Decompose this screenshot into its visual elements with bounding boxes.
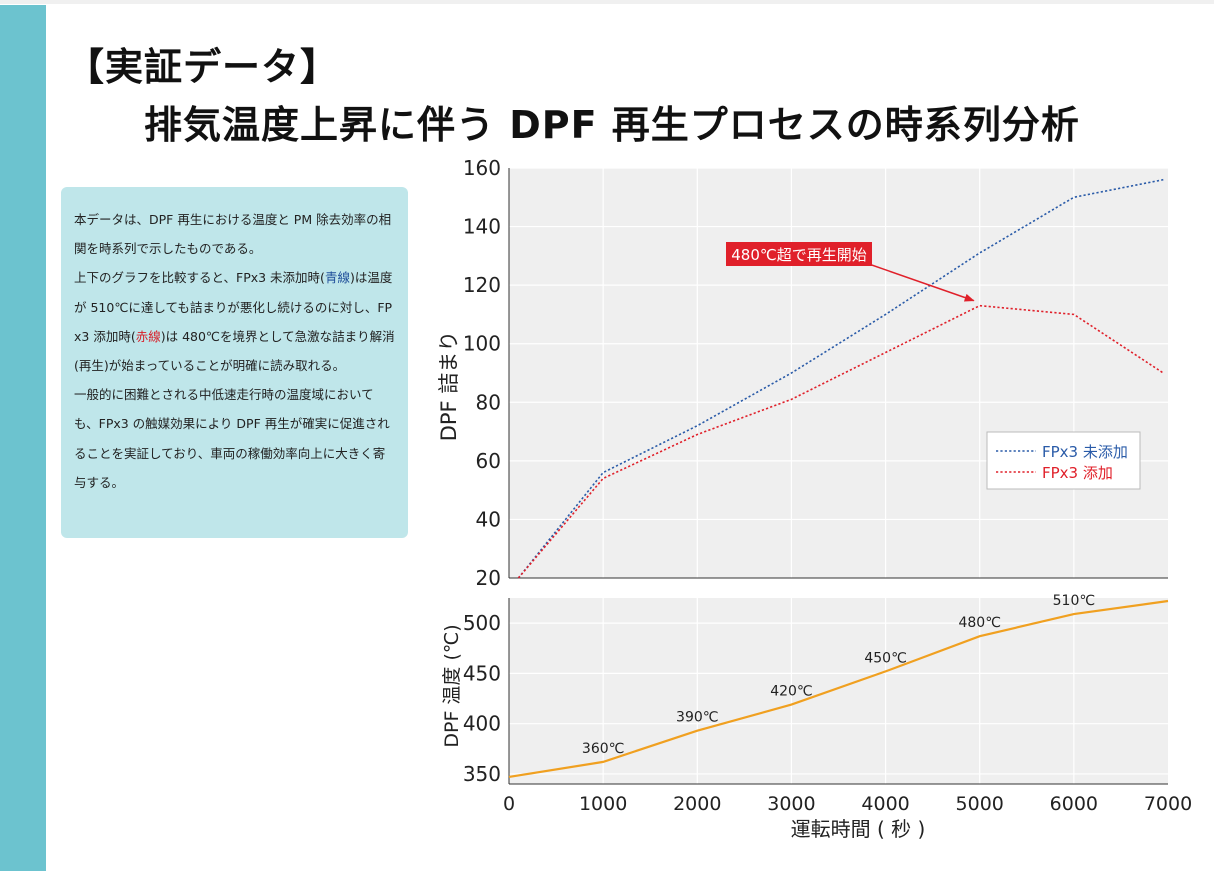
temperature-y-tick-label: 400 bbox=[463, 712, 501, 736]
temperature-plot-area bbox=[509, 598, 1168, 784]
accent-bar bbox=[0, 5, 46, 871]
clogging-y-tick-label: 20 bbox=[476, 566, 501, 590]
clogging-y-tick-label: 120 bbox=[463, 273, 501, 297]
x-tick-label: 3000 bbox=[767, 793, 815, 815]
x-tick-label: 0 bbox=[503, 793, 515, 815]
clogging-y-tick-label: 100 bbox=[463, 332, 501, 356]
clogging-plot-area bbox=[509, 168, 1168, 578]
description-p3: 一般的に困難とされる中低速走行時の温度域においても、FPx3 の触媒効果により … bbox=[74, 387, 390, 490]
description-red-line: 赤線 bbox=[135, 328, 161, 344]
x-tick-label: 2000 bbox=[673, 793, 721, 815]
clogging-y-tick-label: 80 bbox=[476, 390, 501, 414]
description-p2c: )は 480℃を境界として急激な詰まり解消(再生)が始まっていることが明確に読み… bbox=[74, 328, 395, 374]
x-tick-label: 4000 bbox=[861, 793, 909, 815]
legend-box bbox=[986, 431, 1141, 490]
page-title: 排気温度上昇に伴う DPF 再生プロセスの時系列分析 bbox=[144, 103, 1080, 147]
temperature-y-tick-label: 350 bbox=[463, 762, 501, 786]
temperature-y-tick-label: 450 bbox=[463, 661, 501, 685]
clogging-y-axis-label: DPF 詰まり bbox=[437, 331, 461, 442]
legend: FPx3 未添加 FPx3 添加 bbox=[986, 431, 1141, 490]
description-box: 本データは、DPF 再生における温度と PM 除去効率の相関を時系列で示したもの… bbox=[61, 187, 408, 538]
description-p1: 本データは、DPF 再生における温度と PM 除去効率の相関を時系列で示したもの… bbox=[74, 212, 392, 257]
legend-entry: FPx3 未添加 bbox=[1042, 443, 1128, 461]
x-tick-label: 7000 bbox=[1144, 793, 1192, 815]
clogging-y-tick-label: 40 bbox=[476, 507, 501, 531]
annotation-box bbox=[726, 242, 872, 266]
annotation: 480℃超で再生開始 bbox=[726, 242, 975, 302]
description-blue-line: 青線 bbox=[324, 270, 350, 286]
temperature-point-label: 450℃ bbox=[864, 650, 906, 666]
clogging-y-tick-label: 140 bbox=[463, 215, 501, 239]
clogging-y-tick-label: 160 bbox=[463, 156, 501, 180]
clogging-y-tick-label: 60 bbox=[476, 449, 501, 473]
x-tick-label: 1000 bbox=[579, 793, 627, 815]
clogging-chart: 20 40 60 80 100 120 140 160 FPx3 未添加 FPx3 添加 480℃超… bbox=[463, 156, 1168, 590]
x-tick-label: 6000 bbox=[1050, 793, 1098, 815]
description-text: 本データは、DPF 再生における温度と PM 除去効率の相関を時系列で示したもの… bbox=[74, 205, 396, 497]
temperature-y-axis-label: DPF 温度 (℃) bbox=[441, 624, 463, 747]
temperature-y-tick-label: 500 bbox=[463, 611, 501, 635]
temperature-point-label: 360℃ bbox=[582, 741, 624, 757]
description-p2b: )は温度が 510℃に達しても詰まりが悪化し続けるのに対し、FPx3 添加時( bbox=[74, 270, 393, 344]
description-p2a: 上下のグラフを比較すると、FPx3 未添加時( bbox=[74, 270, 325, 286]
series-line-treated bbox=[517, 304, 1164, 579]
annotation-label: 480℃超で再生開始 bbox=[731, 246, 866, 264]
temperature-point-label: 510℃ bbox=[1053, 593, 1095, 609]
x-axis-label: 運転時間 ( 秒 ) bbox=[791, 817, 926, 841]
temperature-series-line bbox=[508, 599, 1169, 779]
temperature-point-label: 480℃ bbox=[958, 615, 1000, 631]
temperature-point-label: 420℃ bbox=[770, 684, 812, 700]
annotation-arrow bbox=[865, 262, 975, 302]
page-title-label: 【実証データ】 bbox=[66, 45, 340, 89]
x-tick-label: 5000 bbox=[956, 793, 1004, 815]
top-border bbox=[0, 0, 1214, 4]
legend-entry: FPx3 添加 bbox=[1042, 464, 1113, 482]
temperature-point-label: 390℃ bbox=[676, 710, 718, 726]
